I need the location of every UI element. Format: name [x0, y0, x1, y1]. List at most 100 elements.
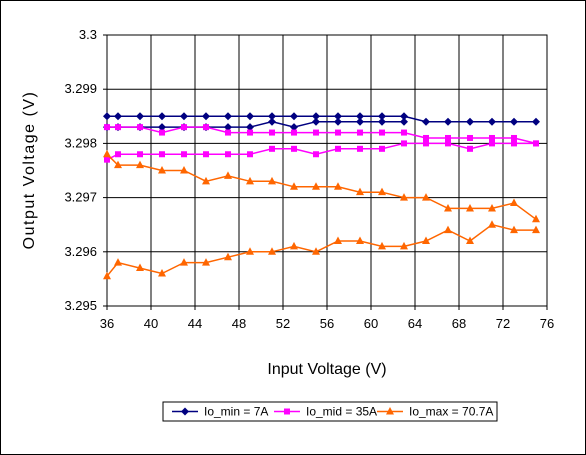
data-point	[313, 151, 319, 158]
data-point	[158, 166, 166, 174]
data-point	[247, 129, 253, 136]
data-point	[136, 112, 144, 121]
data-point	[137, 124, 143, 131]
data-point	[137, 151, 143, 158]
data-point	[379, 129, 385, 136]
data-point	[357, 129, 363, 136]
data-point	[467, 145, 473, 152]
data-point	[400, 112, 408, 121]
data-point	[104, 124, 110, 131]
data-point	[489, 140, 495, 147]
series-5	[103, 220, 540, 280]
data-point	[136, 263, 144, 272]
data-point	[312, 112, 320, 121]
data-point	[159, 129, 165, 136]
data-point	[246, 176, 254, 185]
data-point	[246, 247, 254, 255]
legend-label: Io_max = 70.7A	[409, 405, 493, 419]
data-point	[533, 140, 539, 147]
data-point	[203, 124, 209, 131]
data-point	[378, 117, 386, 126]
data-point	[334, 182, 342, 190]
data-point	[467, 134, 473, 141]
data-point	[532, 117, 540, 126]
y-tick-label: 3.3	[79, 27, 97, 42]
data-point	[180, 258, 188, 266]
series-3	[104, 140, 539, 163]
x-axis-title: Input Voltage (V)	[267, 361, 386, 378]
data-point	[290, 123, 298, 132]
data-point	[400, 117, 408, 126]
data-point	[312, 247, 320, 255]
data-point	[488, 220, 496, 228]
data-point	[379, 145, 385, 152]
data-point	[225, 129, 231, 136]
data-point	[445, 134, 451, 141]
data-point	[466, 117, 474, 126]
x-tick-label: 60	[364, 316, 378, 331]
legend-box	[162, 401, 498, 422]
data-point	[136, 160, 144, 169]
data-point	[357, 145, 363, 152]
data-point	[445, 140, 451, 147]
data-point	[488, 203, 496, 212]
data-point	[202, 176, 210, 185]
data-point	[401, 140, 407, 147]
data-point	[224, 123, 232, 132]
data-point	[313, 129, 319, 136]
y-tick-label: 3.296	[64, 244, 97, 259]
data-point	[114, 258, 122, 266]
data-point	[532, 214, 540, 223]
data-point	[114, 112, 122, 121]
data-point	[158, 268, 166, 277]
data-point	[180, 112, 188, 121]
data-point	[400, 241, 408, 250]
data-point	[466, 203, 474, 212]
data-point	[401, 129, 407, 136]
data-point	[246, 112, 254, 121]
data-point	[444, 117, 452, 126]
x-tick-label: 48	[232, 316, 246, 331]
x-axis-ticks: 36 40 44 48 52 56 60 64 68 72 76	[100, 306, 554, 331]
data-point	[488, 117, 496, 126]
data-point	[423, 134, 429, 141]
x-tick-label: 56	[320, 316, 334, 331]
data-point	[335, 129, 341, 136]
data-point	[246, 123, 254, 132]
y-tick-label: 3.299	[64, 81, 97, 96]
data-point	[511, 140, 517, 147]
data-point	[466, 236, 474, 244]
data-point	[510, 117, 518, 126]
series-0	[103, 112, 540, 126]
data-point	[159, 151, 165, 158]
legend-label: Io_min = 7A	[204, 405, 268, 419]
data-point	[422, 236, 430, 244]
data-point	[114, 160, 122, 169]
data-point	[268, 117, 276, 126]
data-point	[104, 156, 110, 163]
data-point	[291, 145, 297, 152]
data-point	[103, 112, 111, 121]
data-point	[511, 134, 517, 141]
legend-item: Io_max = 70.7A	[377, 405, 493, 419]
x-tick-label: 52	[276, 316, 290, 331]
y-axis-ticks: 3.295 3.296 3.297 3.298 3.299 3.3	[64, 27, 107, 313]
y-tick-label: 3.295	[64, 298, 97, 313]
data-point	[400, 193, 408, 201]
data-point	[181, 124, 187, 131]
data-point	[290, 241, 298, 250]
data-point	[291, 129, 297, 136]
x-tick-label: 76	[540, 316, 554, 331]
data-point	[356, 187, 364, 196]
data-point	[180, 166, 188, 174]
data-point	[224, 171, 232, 179]
data-point	[181, 151, 187, 158]
legend: Io_min = 7A Io_mid = 35A Io_max = 70.7A	[162, 401, 498, 422]
data-point	[115, 151, 121, 158]
data-point	[224, 112, 232, 121]
data-point	[532, 225, 540, 234]
data-point	[247, 151, 253, 158]
data-point	[269, 145, 275, 152]
x-tick-label: 40	[144, 316, 158, 331]
